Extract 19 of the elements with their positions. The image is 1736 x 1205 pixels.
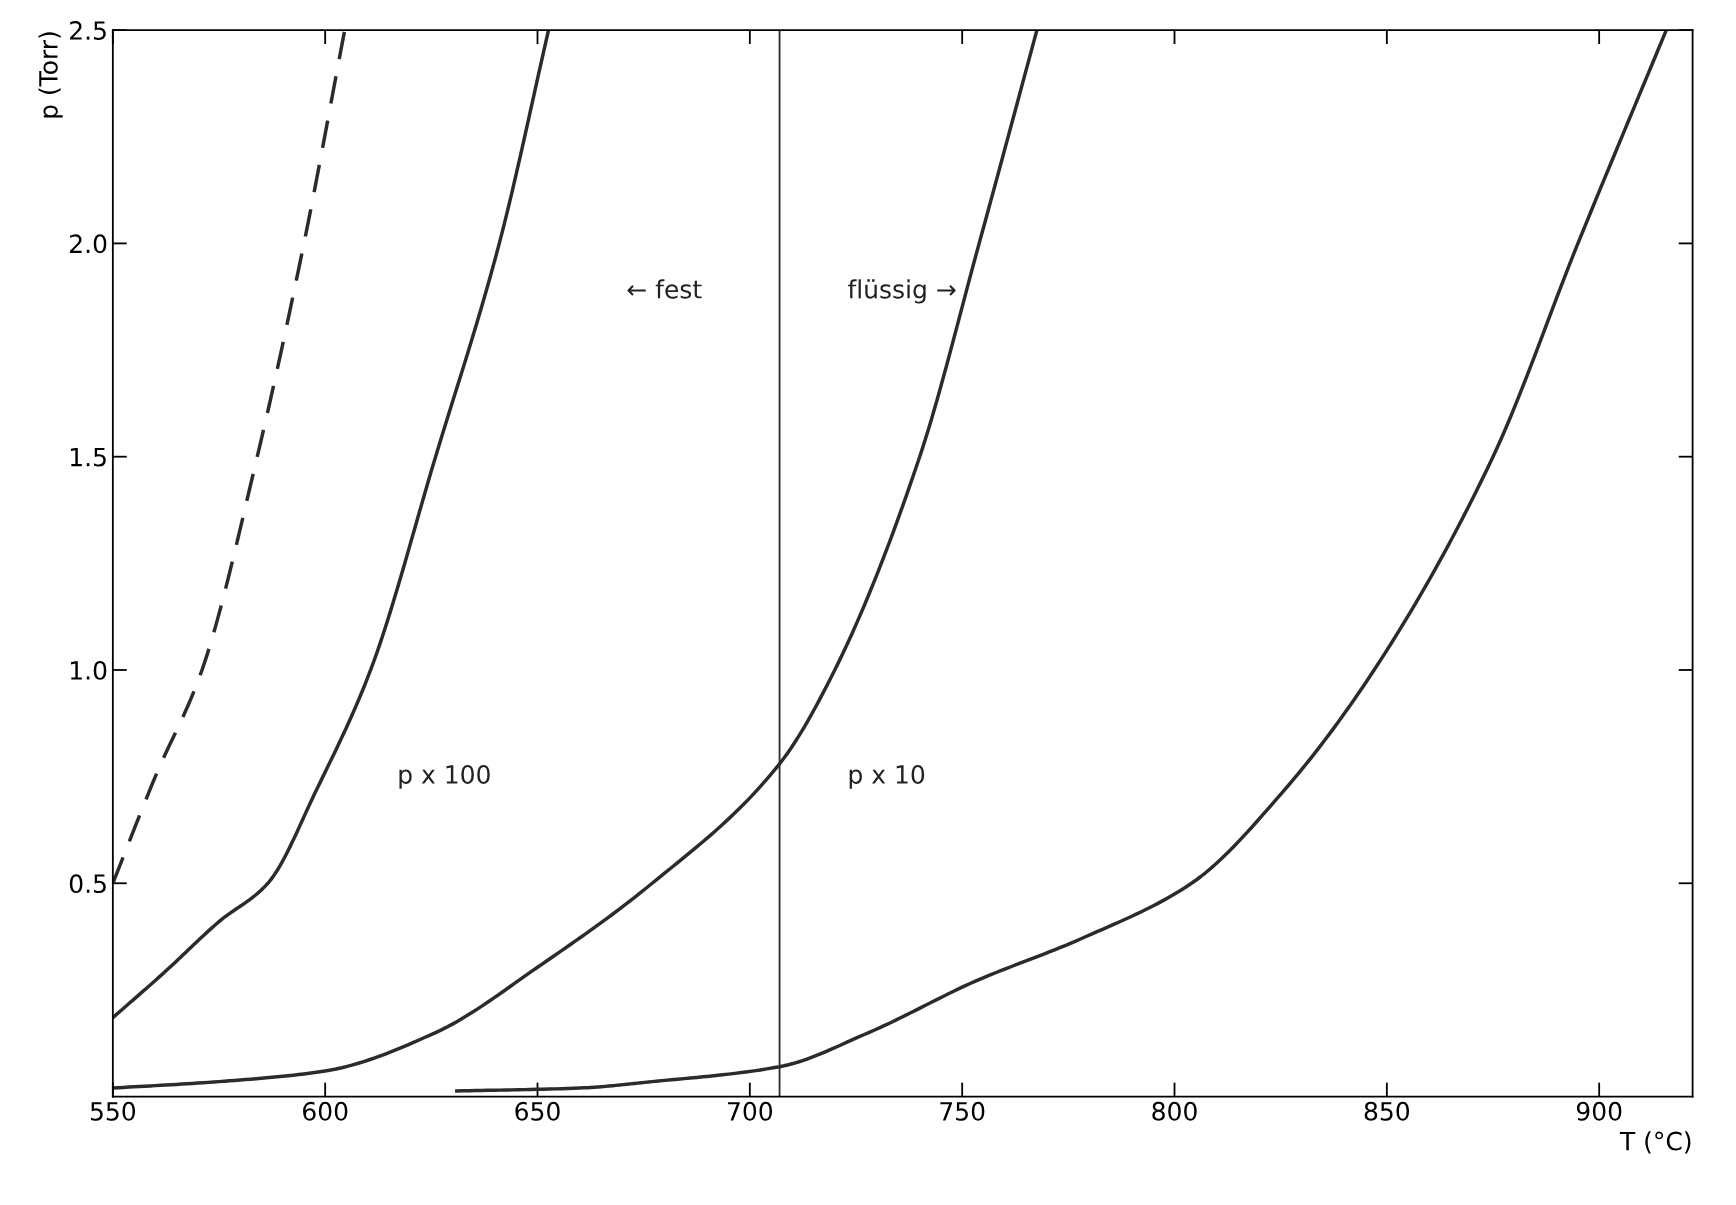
- y-tick-label: 1.0: [70, 660, 107, 680]
- x-tick-label: 600: [303, 1101, 348, 1121]
- y-tick-label: 1.5: [70, 447, 106, 467]
- x-tick-label: 650: [515, 1101, 560, 1121]
- y-tick-label: 0.5: [69, 874, 106, 894]
- x-axis-title: T (°C): [1619, 1131, 1691, 1154]
- y-tick-label: 2.0: [70, 234, 107, 254]
- x-tick-label: 700: [728, 1101, 773, 1121]
- x-tick-label: 850: [1364, 1101, 1410, 1121]
- x-tick-label: 550: [90, 1101, 136, 1121]
- annotation: p x 10: [849, 764, 925, 789]
- x-tick-label: 900: [1576, 1101, 1622, 1121]
- x-tick-label: 800: [1152, 1101, 1197, 1121]
- y-tick-label: 2.5: [70, 21, 106, 40]
- annotation: ← fest: [627, 279, 702, 299]
- annotation: p x 100: [399, 764, 490, 789]
- y-axis-title: p (Torr): [38, 32, 63, 118]
- annotation: flüssig →: [848, 279, 956, 304]
- x-tick-label: 750: [940, 1101, 985, 1121]
